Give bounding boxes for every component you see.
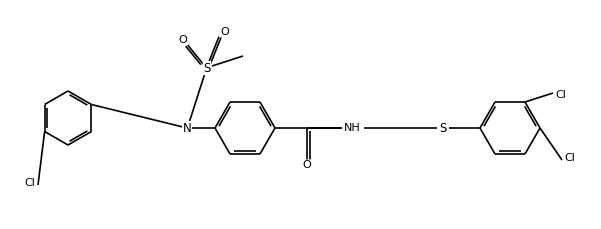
Text: NH: NH: [344, 123, 361, 133]
Text: Cl: Cl: [555, 90, 566, 100]
Text: N: N: [183, 122, 191, 134]
Text: N: N: [343, 122, 352, 134]
Text: S: S: [439, 122, 447, 134]
Text: Cl: Cl: [564, 153, 575, 163]
Text: O: O: [303, 160, 311, 170]
Text: S: S: [203, 62, 211, 74]
Text: Cl: Cl: [25, 178, 35, 188]
Text: O: O: [178, 35, 188, 45]
Text: O: O: [221, 27, 230, 37]
Text: H: H: [351, 123, 359, 133]
